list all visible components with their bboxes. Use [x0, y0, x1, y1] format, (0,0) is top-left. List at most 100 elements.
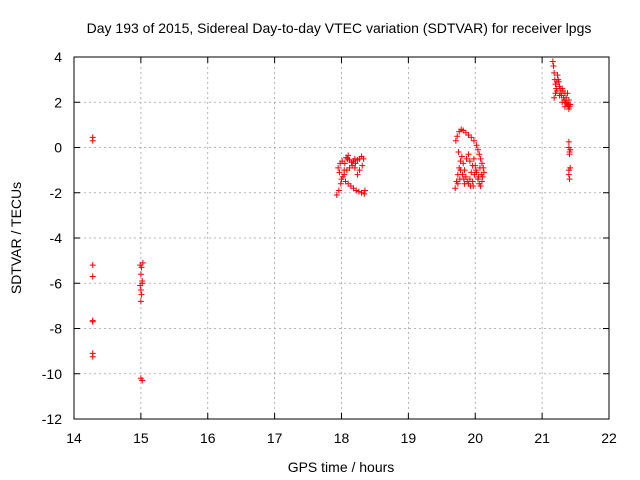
data-point [336, 169, 343, 176]
data-point [344, 155, 351, 162]
data-point [477, 182, 484, 189]
x-tick-label: 17 [267, 430, 283, 446]
data-point [478, 160, 485, 167]
data-point [89, 137, 96, 144]
y-tick-label: -4 [50, 230, 63, 246]
data-point [454, 180, 461, 187]
y-tick-label: -8 [50, 321, 63, 337]
data-point [565, 106, 572, 113]
data-point [137, 271, 144, 278]
x-tick-label: 14 [66, 430, 82, 446]
data-point [556, 92, 563, 99]
data-point [550, 63, 557, 70]
data-point [341, 171, 348, 178]
data-point [553, 78, 560, 85]
data-points [89, 58, 574, 384]
data-point [455, 149, 462, 156]
data-point [474, 146, 481, 153]
data-point [478, 178, 485, 185]
data-point [567, 164, 574, 171]
axis-ticks: 14 15 16 17 18 19 20 21 22 -12 -10 -8 -6 -4 -2 0 2 4 [42, 49, 617, 446]
data-point [476, 164, 483, 171]
data-point [551, 94, 558, 101]
data-point [356, 167, 363, 174]
data-point [337, 180, 344, 187]
data-point [345, 152, 352, 159]
data-point [358, 189, 365, 196]
data-point [470, 155, 477, 162]
data-point [564, 90, 571, 97]
data-point [335, 187, 342, 194]
y-tick-label: -10 [42, 366, 62, 382]
x-tick-label: 19 [401, 430, 417, 446]
data-point [137, 287, 144, 294]
x-tick-label: 20 [467, 430, 483, 446]
data-point [472, 162, 479, 169]
data-point [559, 99, 566, 106]
x-tick-label: 16 [200, 430, 216, 446]
y-axis-label: SDTVAR / TECUs [8, 182, 24, 294]
y-tick-label: 0 [54, 140, 62, 156]
data-point [565, 171, 572, 178]
data-point [567, 146, 574, 153]
y-tick-label: -2 [50, 185, 63, 201]
data-point [551, 69, 558, 76]
data-point [360, 155, 367, 162]
chart-title: Day 193 of 2015, Sidereal Day-to-day VTE… [87, 20, 592, 36]
data-point [477, 155, 484, 162]
y-tick-label: 4 [54, 49, 62, 65]
data-point [138, 264, 145, 271]
data-point [89, 318, 96, 325]
data-point [476, 151, 483, 158]
data-point [552, 90, 559, 97]
y-tick-label: -6 [50, 275, 63, 291]
data-point [354, 171, 361, 178]
data-point [355, 188, 362, 195]
data-point [460, 176, 467, 183]
data-point [470, 182, 477, 189]
data-point [333, 192, 340, 199]
y-tick-label: -12 [42, 411, 62, 427]
data-point [471, 171, 478, 178]
data-point [468, 169, 475, 176]
data-point [465, 151, 472, 158]
data-point [452, 137, 459, 144]
data-point [361, 190, 368, 197]
plot-frame [73, 56, 610, 420]
data-point [561, 103, 568, 110]
data-point [554, 72, 561, 79]
data-point [137, 298, 144, 305]
data-point [89, 273, 96, 280]
data-point [138, 291, 145, 298]
data-point [359, 162, 366, 169]
x-tick-label: 21 [534, 430, 550, 446]
data-point [460, 160, 467, 167]
data-point [466, 158, 473, 165]
data-point [139, 377, 146, 384]
data-point [452, 185, 459, 192]
data-point [139, 259, 146, 266]
data-point [89, 262, 96, 269]
data-point [343, 167, 350, 174]
data-point [338, 176, 345, 183]
data-point [463, 155, 470, 162]
data-point [468, 134, 475, 141]
x-tick-label: 18 [334, 430, 350, 446]
data-point [565, 138, 572, 145]
data-point [457, 167, 464, 174]
data-point [549, 58, 556, 65]
data-point [339, 158, 346, 165]
data-point [139, 280, 146, 287]
data-point [335, 164, 342, 171]
data-point [361, 187, 368, 194]
data-point [454, 133, 461, 140]
x-axis-label: GPS time / hours [288, 459, 395, 475]
data-point [89, 353, 96, 360]
data-point [461, 180, 468, 187]
data-point [472, 167, 479, 174]
x-tick-label: 22 [601, 430, 617, 446]
y-tick-label: 2 [54, 94, 62, 110]
data-point [469, 178, 476, 185]
x-tick-label: 15 [133, 430, 149, 446]
